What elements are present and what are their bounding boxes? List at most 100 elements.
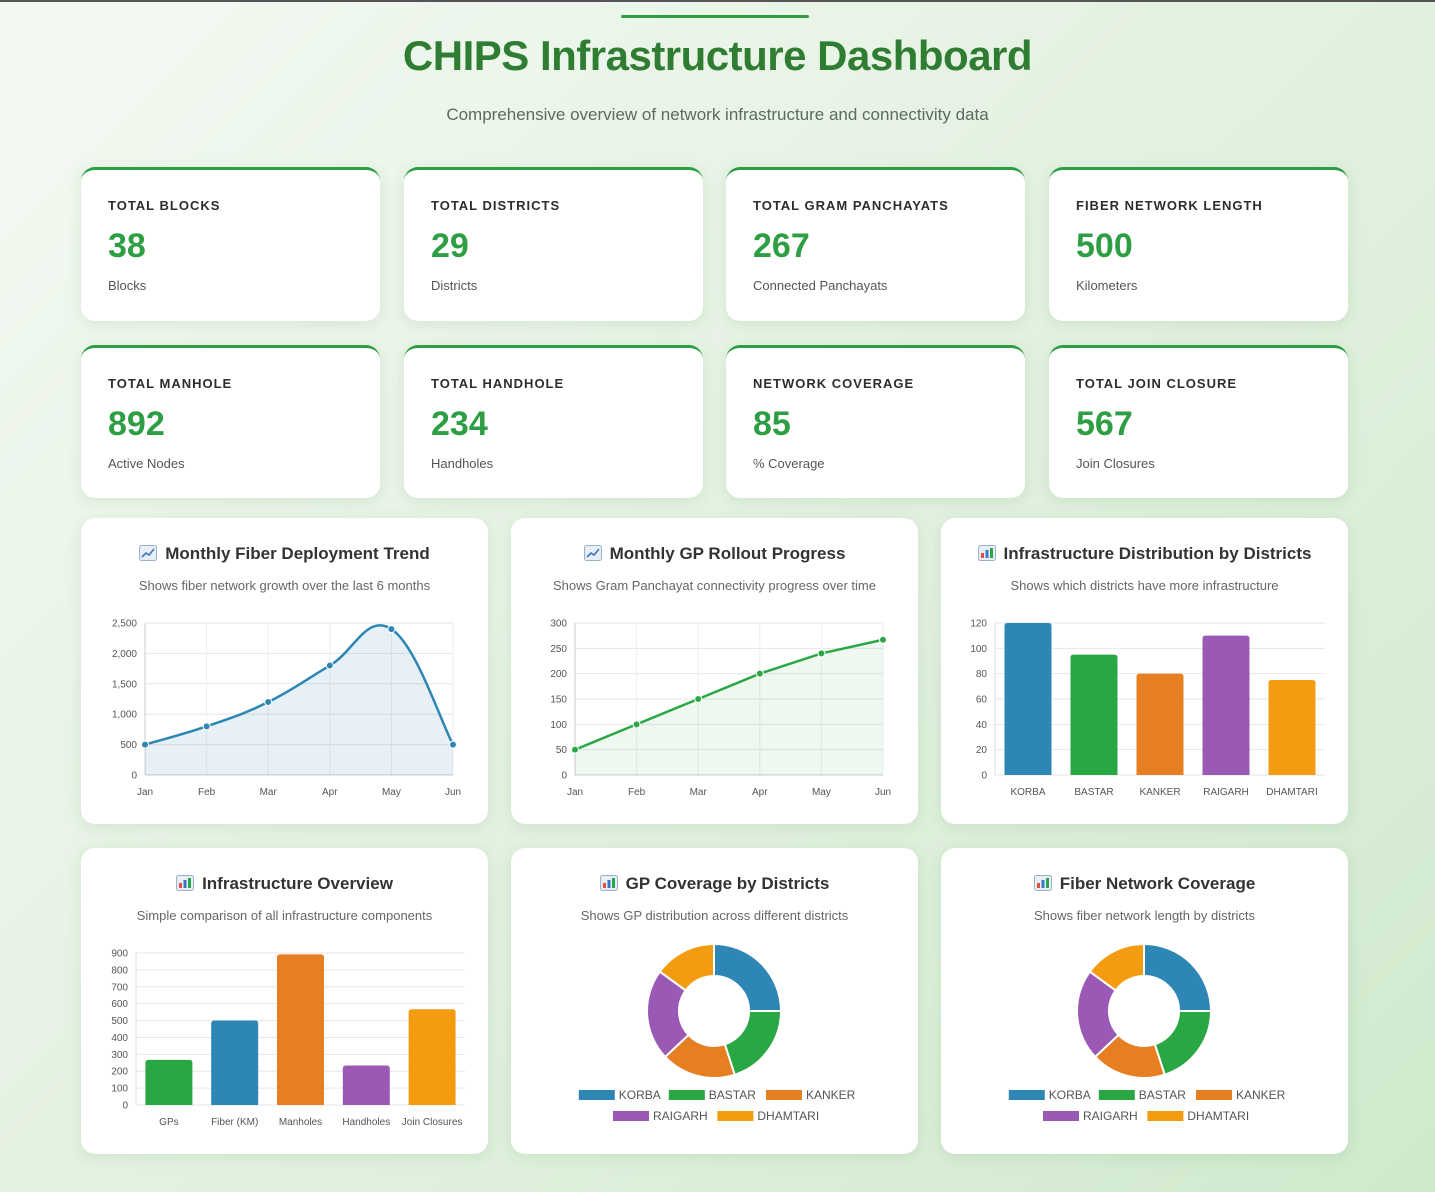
x-tick-label: GPs xyxy=(159,1117,178,1128)
x-tick-label: DHAMTARI xyxy=(1266,787,1317,798)
y-tick-label: 800 xyxy=(111,965,128,976)
y-tick-label: 2,000 xyxy=(112,649,137,660)
stat-unit: Districts xyxy=(431,278,478,293)
x-tick-label: Fiber (KM) xyxy=(211,1117,258,1128)
chart-card-gp-rollout: Monthly GP Rollout Progress Shows Gram P… xyxy=(511,518,918,824)
stat-value: 29 xyxy=(431,227,469,265)
bar xyxy=(342,1065,390,1105)
stat-card-total-gram-panchayats[interactable]: TOTAL GRAM PANCHAYATS 267 Connected Panc… xyxy=(726,167,1025,321)
data-point xyxy=(755,669,764,678)
bar xyxy=(1070,654,1118,775)
x-tick-label: Manholes xyxy=(279,1117,322,1128)
y-tick-label: 80 xyxy=(976,669,988,680)
chart-svg: KORBA BASTAR KANKER RAIGARH DHAMTARI xyxy=(1008,942,1286,1123)
chart-card-fiber-coverage: Fiber Network Coverage Shows fiber netwo… xyxy=(941,848,1348,1154)
bar-chart-icon xyxy=(176,875,195,891)
bar-chart-icon xyxy=(977,545,996,561)
chart-svg: 0 500 1,000 1,500 2,000 2,500 Jan Feb Mar Apr May J… xyxy=(112,619,461,799)
y-tick-label: 200 xyxy=(111,1067,128,1078)
legend-label: KORBA xyxy=(1049,1088,1091,1102)
x-tick-label: Mar xyxy=(690,787,708,798)
legend-swatch xyxy=(766,1090,802,1100)
stat-card-total-manhole[interactable]: TOTAL MANHOLE 892 Active Nodes xyxy=(81,345,380,498)
stat-card-total-districts[interactable]: TOTAL DISTRICTS 29 Districts xyxy=(404,167,703,321)
stat-card-total-join-closure[interactable]: TOTAL JOIN CLOSURE 567 Join Closures xyxy=(1049,345,1348,498)
stat-label: NETWORK COVERAGE xyxy=(753,376,915,391)
bar-chart-icon xyxy=(1033,875,1052,891)
chart-up-icon xyxy=(583,545,602,561)
data-point xyxy=(694,695,703,703)
y-tick-label: 0 xyxy=(981,771,987,782)
top-rule xyxy=(0,0,1435,2)
chart-title: Monthly Fiber Deployment Trend xyxy=(165,544,430,563)
legend-label: KANKER xyxy=(806,1088,856,1102)
x-tick-label: Handholes xyxy=(342,1117,390,1128)
chart-subtitle: Simple comparison of all infrastructure … xyxy=(136,908,433,923)
y-tick-label: 300 xyxy=(550,619,567,630)
area-fill xyxy=(145,625,453,775)
data-point xyxy=(202,722,211,731)
y-tick-label: 150 xyxy=(550,695,567,706)
legend-label: KORBA xyxy=(619,1088,661,1102)
stat-unit: Active Nodes xyxy=(108,456,185,471)
stat-card-network-coverage[interactable]: NETWORK COVERAGE 85 % Coverage xyxy=(726,345,1025,498)
pie-slice xyxy=(1088,942,1145,992)
page-title: CHIPS Infrastructure Dashboard xyxy=(402,32,1033,79)
stat-unit: Connected Panchayats xyxy=(753,278,888,293)
legend-label: KANKER xyxy=(1236,1088,1286,1102)
data-point xyxy=(879,635,887,644)
stat-card-total-blocks[interactable]: TOTAL BLOCKS 38 Blocks xyxy=(81,167,380,321)
y-tick-label: 250 xyxy=(550,644,567,655)
stat-card-fiber-network-length[interactable]: FIBER NETWORK LENGTH 500 Kilometers xyxy=(1049,167,1348,321)
page-subtitle: Comprehensive overview of network infras… xyxy=(446,105,989,124)
pie-slice xyxy=(658,942,715,992)
data-point xyxy=(325,661,334,670)
y-tick-label: 60 xyxy=(976,695,988,706)
chart-svg: 0 20 40 60 80 100 120 KORBA BASTAR KANKER RAIGARH D… xyxy=(970,619,1325,798)
bar xyxy=(211,1020,259,1105)
y-tick-label: 700 xyxy=(111,982,128,993)
legend-label: RAIGARH xyxy=(653,1109,708,1123)
legend-swatch xyxy=(613,1111,649,1121)
y-tick-label: 0 xyxy=(561,771,567,782)
x-tick-label: Apr xyxy=(322,787,338,798)
y-tick-label: 100 xyxy=(550,720,567,731)
y-tick-label: 400 xyxy=(111,1033,128,1044)
stat-value: 85 xyxy=(753,405,791,443)
y-tick-label: 200 xyxy=(550,669,567,680)
y-tick-label: 50 xyxy=(556,745,568,756)
chart-card-gp-coverage: GP Coverage by Districts Shows GP distri… xyxy=(511,848,918,1154)
x-tick-label: KORBA xyxy=(1010,787,1045,798)
data-point xyxy=(449,740,457,749)
y-tick-label: 0 xyxy=(131,771,137,782)
data-point xyxy=(571,745,579,754)
legend-label: DHAMTARI xyxy=(757,1109,819,1123)
legend-swatch xyxy=(1196,1090,1232,1100)
chart-title: Infrastructure Distribution by Districts xyxy=(1003,544,1312,563)
bar xyxy=(1136,673,1184,775)
stat-card-total-handhole[interactable]: TOTAL HANDHOLE 234 Handholes xyxy=(404,345,703,498)
chart-title: Fiber Network Coverage xyxy=(1059,874,1256,893)
y-tick-label: 900 xyxy=(111,949,128,960)
y-tick-label: 1,500 xyxy=(112,679,137,690)
y-tick-label: 300 xyxy=(111,1050,128,1061)
y-tick-label: 1,000 xyxy=(112,710,137,721)
stat-label: TOTAL BLOCKS xyxy=(108,198,221,213)
x-tick-label: BASTAR xyxy=(1074,787,1113,798)
y-tick-label: 100 xyxy=(111,1084,128,1095)
legend-swatch xyxy=(578,1090,615,1100)
x-tick-label: Join Closures xyxy=(402,1117,463,1128)
chart-subtitle: Shows which districts have more infrastr… xyxy=(1010,578,1279,593)
y-tick-label: 100 xyxy=(970,644,987,655)
x-tick-label: Jan xyxy=(567,787,583,798)
x-tick-label: Apr xyxy=(752,787,768,798)
stat-label: TOTAL JOIN CLOSURE xyxy=(1076,376,1238,391)
pie-slice xyxy=(1143,942,1213,1012)
pie-slice xyxy=(1153,1010,1213,1076)
bar xyxy=(1268,680,1316,775)
stat-label: TOTAL DISTRICTS xyxy=(431,198,561,213)
chart-subtitle: Shows GP distribution across different d… xyxy=(580,908,849,923)
x-tick-label: Jun xyxy=(875,787,891,798)
y-tick-label: 120 xyxy=(970,619,987,630)
legend-swatch xyxy=(1147,1111,1184,1121)
